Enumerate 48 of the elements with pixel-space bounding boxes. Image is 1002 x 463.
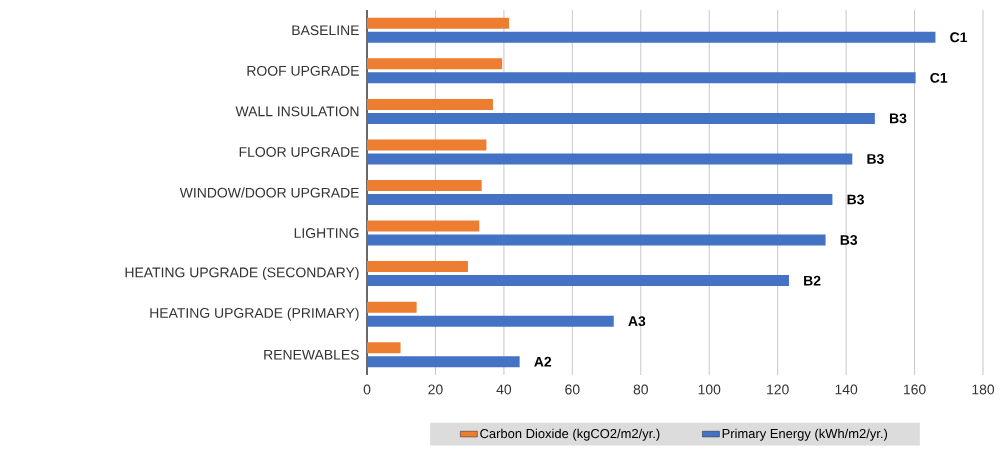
x-tick-label: 160 <box>903 384 926 395</box>
data-label: B3 <box>840 235 858 245</box>
bar <box>367 153 853 165</box>
bar <box>367 315 614 327</box>
x-tick-label: 100 <box>698 384 721 395</box>
y-tick-label: WINDOW/DOOR UPGRADE <box>179 187 359 198</box>
data-label: A3 <box>628 316 646 327</box>
x-tick-label: 80 <box>633 384 648 395</box>
y-tick-label: FLOOR UPGRADE <box>239 146 359 157</box>
data-label: A2 <box>534 356 552 367</box>
y-tick-label: HEATING UPGRADE (SECONDARY) <box>125 267 359 281</box>
legend-label: Primary Energy (kWh/m2/yr.) <box>722 428 888 441</box>
data-label: B3 <box>847 194 864 205</box>
x-tick-label: 60 <box>565 384 580 395</box>
y-tick-label: WALL INSULATION <box>235 106 359 117</box>
bar <box>367 179 482 191</box>
data-label: B2 <box>804 275 821 286</box>
y-tick-label: HEATING UPGRADE (PRIMARY) <box>150 307 359 321</box>
bar <box>367 17 510 29</box>
x-tick-label: 20 <box>428 384 443 395</box>
x-tick-label: 140 <box>835 384 858 395</box>
x-tick-label: 40 <box>496 384 512 395</box>
bar <box>367 112 875 124</box>
bar <box>367 139 487 151</box>
bar <box>367 234 826 246</box>
bar <box>367 220 480 232</box>
bar <box>367 58 503 70</box>
data-label: C1 <box>930 72 948 83</box>
bar <box>367 98 493 110</box>
bar <box>367 193 833 205</box>
x-tick-label: 0 <box>363 384 371 395</box>
x-tick-label: 180 <box>972 384 995 395</box>
bar <box>367 72 916 84</box>
y-tick-label: RENEWABLES <box>264 349 359 360</box>
bar <box>367 31 936 43</box>
legend-label: Carbon Dioxide (kgCO2/m2/yr.) <box>480 428 660 441</box>
y-tick-label: ROOF UPGRADE <box>247 65 359 76</box>
bar <box>367 342 401 354</box>
bar <box>367 275 789 287</box>
y-tick-label: BASELINE <box>292 25 359 36</box>
bar <box>367 301 417 313</box>
bar <box>367 261 468 273</box>
y-tick-label: LIGHTING <box>294 228 359 238</box>
data-label: C1 <box>950 32 968 43</box>
data-label: B3 <box>890 113 907 124</box>
bar <box>367 356 520 368</box>
data-label: B3 <box>867 153 884 164</box>
x-tick-label: 120 <box>767 384 789 395</box>
